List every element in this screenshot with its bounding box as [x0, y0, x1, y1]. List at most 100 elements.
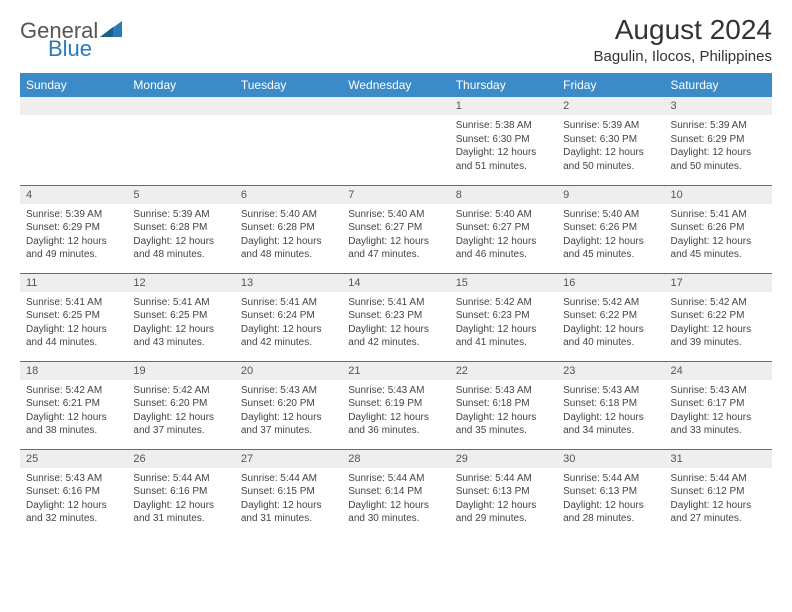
sunset-text: Sunset: 6:12 PM: [671, 485, 766, 499]
daylight-text: Daylight: 12 hours and 45 minutes.: [671, 235, 766, 262]
day-number: 29: [450, 450, 557, 468]
sunrise-text: Sunrise: 5:42 AM: [671, 296, 766, 310]
day-details: Sunrise: 5:44 AMSunset: 6:16 PMDaylight:…: [127, 468, 234, 530]
daylight-text: Daylight: 12 hours and 39 minutes.: [671, 323, 766, 350]
sunset-text: Sunset: 6:13 PM: [456, 485, 551, 499]
calendar-day-cell: 7Sunrise: 5:40 AMSunset: 6:27 PMDaylight…: [342, 185, 449, 273]
day-number: 7: [342, 186, 449, 204]
calendar-day-cell: 12Sunrise: 5:41 AMSunset: 6:25 PMDayligh…: [127, 273, 234, 361]
day-details: Sunrise: 5:41 AMSunset: 6:25 PMDaylight:…: [127, 292, 234, 354]
logo-text-blue: Blue: [48, 38, 122, 60]
day-details: Sunrise: 5:39 AMSunset: 6:29 PMDaylight:…: [20, 204, 127, 266]
daylight-text: Daylight: 12 hours and 38 minutes.: [26, 411, 121, 438]
day-number: 4: [20, 186, 127, 204]
sunrise-text: Sunrise: 5:40 AM: [456, 208, 551, 222]
day-number: 10: [665, 186, 772, 204]
day-details: Sunrise: 5:43 AMSunset: 6:20 PMDaylight:…: [235, 380, 342, 442]
weekday-header: Monday: [127, 73, 234, 97]
calendar-day-cell: 19Sunrise: 5:42 AMSunset: 6:20 PMDayligh…: [127, 361, 234, 449]
day-number: 27: [235, 450, 342, 468]
day-number: 1: [450, 97, 557, 115]
calendar-week-row: 25Sunrise: 5:43 AMSunset: 6:16 PMDayligh…: [20, 449, 772, 537]
calendar-day-cell: 29 Sunrise: 5:44 AMSunset: 6:13 PMDayligh…: [450, 449, 557, 537]
day-number-empty: [20, 97, 127, 115]
sunrise-text: Sunrise: 5:44 AM: [456, 472, 551, 486]
daylight-text: Daylight: 12 hours and 44 minutes.: [26, 323, 121, 350]
sunrise-text: Sunrise: 5:42 AM: [133, 384, 228, 398]
day-details: Sunrise: 5:43 AMSunset: 6:17 PMDaylight:…: [665, 380, 772, 442]
calendar-day-cell: 13Sunrise: 5:41 AMSunset: 6:24 PMDayligh…: [235, 273, 342, 361]
calendar-day-cell: 17Sunrise: 5:42 AMSunset: 6:22 PMDayligh…: [665, 273, 772, 361]
sunrise-text: Sunrise: 5:44 AM: [563, 472, 658, 486]
calendar-week-row: 11Sunrise: 5:41 AMSunset: 6:25 PMDayligh…: [20, 273, 772, 361]
day-details: Sunrise: 5:39 AMSunset: 6:28 PMDaylight:…: [127, 204, 234, 266]
sunset-text: Sunset: 6:30 PM: [563, 133, 658, 147]
day-details: Sunrise: 5:41 AMSunset: 6:23 PMDaylight:…: [342, 292, 449, 354]
day-number-empty: [127, 97, 234, 115]
sunset-text: Sunset: 6:30 PM: [456, 133, 551, 147]
calendar-day-cell: 21Sunrise: 5:43 AMSunset: 6:19 PMDayligh…: [342, 361, 449, 449]
day-number: 5: [127, 186, 234, 204]
day-details: Sunrise: 5:42 AMSunset: 6:21 PMDaylight:…: [20, 380, 127, 442]
calendar-day-cell: 2Sunrise: 5:39 AMSunset: 6:30 PMDaylight…: [557, 97, 664, 185]
weekday-header: Tuesday: [235, 73, 342, 97]
daylight-text: Daylight: 12 hours and 50 minutes.: [671, 146, 766, 173]
calendar-day-cell: 16Sunrise: 5:42 AMSunset: 6:22 PMDayligh…: [557, 273, 664, 361]
daylight-text: Daylight: 12 hours and 34 minutes.: [563, 411, 658, 438]
sunrise-text: Sunrise: 5:42 AM: [563, 296, 658, 310]
sunset-text: Sunset: 6:18 PM: [563, 397, 658, 411]
sunset-text: Sunset: 6:24 PM: [241, 309, 336, 323]
sunset-text: Sunset: 6:13 PM: [563, 485, 658, 499]
sunset-text: Sunset: 6:23 PM: [348, 309, 443, 323]
day-number: 30: [557, 450, 664, 468]
day-number: 21: [342, 362, 449, 380]
day-details: Sunrise: 5:42 AMSunset: 6:23 PMDaylight:…: [450, 292, 557, 354]
day-number: 15: [450, 274, 557, 292]
day-details: Sunrise: 5:41 AMSunset: 6:26 PMDaylight:…: [665, 204, 772, 266]
sunrise-text: Sunrise: 5:41 AM: [133, 296, 228, 310]
sunset-text: Sunset: 6:20 PM: [241, 397, 336, 411]
weekday-header: Friday: [557, 73, 664, 97]
sunrise-text: Sunrise: 5:41 AM: [241, 296, 336, 310]
calendar-day-cell: [235, 97, 342, 185]
sunrise-text: Sunrise: 5:43 AM: [563, 384, 658, 398]
calendar-day-cell: 3Sunrise: 5:39 AMSunset: 6:29 PMDaylight…: [665, 97, 772, 185]
calendar-day-cell: 11Sunrise: 5:41 AMSunset: 6:25 PMDayligh…: [20, 273, 127, 361]
day-number: 13: [235, 274, 342, 292]
day-number: 8: [450, 186, 557, 204]
daylight-text: Daylight: 12 hours and 41 minutes.: [456, 323, 551, 350]
sunset-text: Sunset: 6:21 PM: [26, 397, 121, 411]
sunrise-text: Sunrise: 5:44 AM: [348, 472, 443, 486]
day-details: Sunrise: 5:42 AMSunset: 6:22 PMDaylight:…: [665, 292, 772, 354]
daylight-text: Daylight: 12 hours and 48 minutes.: [133, 235, 228, 262]
sunset-text: Sunset: 6:15 PM: [241, 485, 336, 499]
calendar-day-cell: 6Sunrise: 5:40 AMSunset: 6:28 PMDaylight…: [235, 185, 342, 273]
calendar-day-cell: 28Sunrise: 5:44 AMSunset: 6:14 PMDayligh…: [342, 449, 449, 537]
calendar-day-cell: 27Sunrise: 5:44 AMSunset: 6:15 PMDayligh…: [235, 449, 342, 537]
calendar-body: 1Sunrise: 5:38 AMSunset: 6:30 PMDaylight…: [20, 97, 772, 537]
day-details: Sunrise: 5:39 AMSunset: 6:30 PMDaylight:…: [557, 115, 664, 177]
day-number: 31: [665, 450, 772, 468]
daylight-text: Daylight: 12 hours and 37 minutes.: [241, 411, 336, 438]
daylight-text: Daylight: 12 hours and 28 minutes.: [563, 499, 658, 526]
sunrise-text: Sunrise: 5:43 AM: [348, 384, 443, 398]
sunset-text: Sunset: 6:16 PM: [133, 485, 228, 499]
sunrise-text: Sunrise: 5:40 AM: [348, 208, 443, 222]
sunrise-text: Sunrise: 5:44 AM: [133, 472, 228, 486]
logo: GeneralBlue: [20, 20, 122, 60]
sunset-text: Sunset: 6:29 PM: [26, 221, 121, 235]
calendar-page: GeneralBlue August 2024 Bagulin, Ilocos,…: [0, 0, 792, 547]
sunrise-text: Sunrise: 5:42 AM: [456, 296, 551, 310]
daylight-text: Daylight: 12 hours and 31 minutes.: [241, 499, 336, 526]
location-text: Bagulin, Ilocos, Philippines: [594, 48, 772, 65]
sunrise-text: Sunrise: 5:43 AM: [26, 472, 121, 486]
daylight-text: Daylight: 12 hours and 29 minutes.: [456, 499, 551, 526]
sunset-text: Sunset: 6:26 PM: [671, 221, 766, 235]
sunrise-text: Sunrise: 5:42 AM: [26, 384, 121, 398]
day-details: Sunrise: 5:43 AMSunset: 6:19 PMDaylight:…: [342, 380, 449, 442]
sunset-text: Sunset: 6:16 PM: [26, 485, 121, 499]
day-details: Sunrise: 5:40 AMSunset: 6:27 PMDaylight:…: [450, 204, 557, 266]
sunset-text: Sunset: 6:29 PM: [671, 133, 766, 147]
day-number-empty: [235, 97, 342, 115]
weekday-header: Sunday: [20, 73, 127, 97]
